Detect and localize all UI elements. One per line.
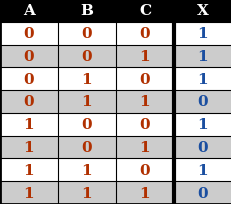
Text: 0: 0 — [81, 27, 92, 41]
Text: 0: 0 — [139, 72, 150, 86]
Text: 0: 0 — [81, 50, 92, 64]
Text: 1: 1 — [81, 163, 92, 177]
Text: 1: 1 — [197, 50, 207, 64]
Text: 1: 1 — [139, 95, 150, 109]
Text: 0: 0 — [139, 118, 150, 132]
Bar — [0, 45, 231, 68]
Text: 1: 1 — [197, 118, 207, 132]
Text: 1: 1 — [81, 95, 92, 109]
Text: 0: 0 — [24, 95, 34, 109]
Text: B: B — [80, 4, 93, 18]
Bar — [0, 113, 231, 136]
Text: 0: 0 — [197, 186, 207, 200]
Text: 0: 0 — [139, 27, 150, 41]
Text: A: A — [23, 4, 35, 18]
Text: 1: 1 — [197, 163, 207, 177]
Text: 1: 1 — [24, 118, 34, 132]
Bar — [0, 181, 231, 204]
Text: 0: 0 — [24, 50, 34, 64]
Text: 0: 0 — [24, 27, 34, 41]
Bar — [0, 0, 231, 23]
Text: 0: 0 — [197, 95, 207, 109]
Bar — [0, 23, 231, 45]
Text: 1: 1 — [24, 163, 34, 177]
Text: 0: 0 — [81, 140, 92, 154]
Text: 1: 1 — [197, 72, 207, 86]
Text: 0: 0 — [81, 118, 92, 132]
Text: 1: 1 — [81, 72, 92, 86]
Text: 0: 0 — [139, 163, 150, 177]
Bar — [0, 159, 231, 181]
Text: 1: 1 — [139, 186, 150, 200]
Text: C: C — [138, 4, 150, 18]
Text: 0: 0 — [24, 72, 34, 86]
Bar — [0, 136, 231, 159]
Text: 1: 1 — [197, 27, 207, 41]
Text: 0: 0 — [197, 140, 207, 154]
Text: X: X — [196, 4, 208, 18]
Text: 1: 1 — [139, 140, 150, 154]
Text: 1: 1 — [24, 186, 34, 200]
Text: 1: 1 — [81, 186, 92, 200]
Bar — [0, 68, 231, 91]
Text: 1: 1 — [139, 50, 150, 64]
Text: 1: 1 — [24, 140, 34, 154]
Bar — [0, 91, 231, 113]
